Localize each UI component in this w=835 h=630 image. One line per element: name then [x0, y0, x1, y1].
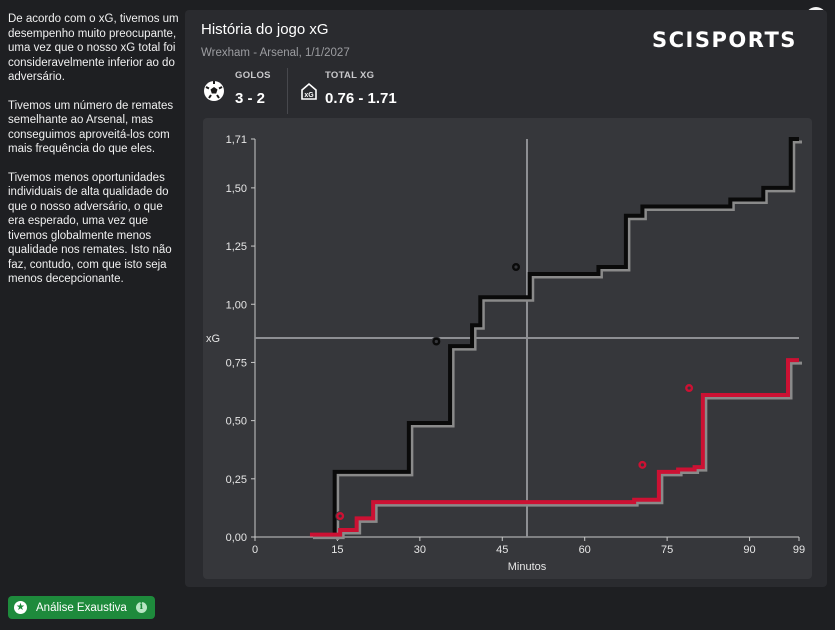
- x-tick-label: 15: [331, 544, 343, 556]
- y-tick-label: 1,00: [226, 299, 247, 311]
- info-icon[interactable]: i: [135, 602, 147, 613]
- y-tick-label: 0,25: [226, 474, 247, 486]
- series-1-line: [309, 358, 799, 537]
- xg-goal-icon: xG: [301, 82, 317, 100]
- total-xg-label: TOTAL XG: [325, 70, 375, 81]
- series-0-line: [332, 137, 799, 537]
- x-tick-label: 30: [414, 544, 426, 556]
- goal-marker-center: [687, 386, 691, 390]
- x-tick-label: 45: [496, 544, 508, 556]
- goal-marker-center: [514, 265, 518, 269]
- y-tick-label: 0,75: [226, 357, 247, 369]
- star-icon: ★: [14, 601, 27, 614]
- x-tick-label: 90: [743, 544, 755, 556]
- goal-marker-center: [338, 514, 342, 518]
- full-analysis-button[interactable]: ★ Análise Exaustiva i: [8, 596, 155, 619]
- x-tick-label: 60: [579, 544, 591, 556]
- x-tick-label: 99: [793, 544, 805, 556]
- y-axis-label: xG: [206, 333, 220, 345]
- y-tick-label: 0,50: [226, 416, 247, 428]
- goal-marker-center: [434, 339, 438, 344]
- total-xg-value: 0.76 - 1.71: [325, 90, 397, 107]
- y-tick-label: 1,71: [226, 134, 247, 146]
- football-icon: [204, 81, 224, 101]
- xg-chart-svg: 0,00 0,25 0,50 0,75 1,00 1,25 1,50 1,71 0 15 30 45 6…: [206, 134, 805, 573]
- series-0-shadow: [336, 140, 802, 540]
- svg-text:xG: xG: [304, 92, 314, 99]
- x-axis-label: Minutos: [508, 561, 547, 573]
- summary-paragraph-2: Tivemos um número de remates semelhante …: [8, 99, 174, 156]
- y-tick-label: 1,50: [226, 183, 247, 195]
- analysis-summary: De acordo com o xG, tivemos um desempenh…: [8, 12, 180, 301]
- summary-paragraph-1: De acordo com o xG, tivemos um desempenh…: [8, 13, 179, 83]
- x-tick-label: 0: [252, 544, 258, 556]
- xg-story-panel: História do jogo xG Wrexham - Arsenal, 1…: [185, 10, 827, 587]
- xg-chart: 0,00 0,25 0,50 0,75 1,00 1,25 1,50 1,71 0 15 30 45 6…: [203, 118, 812, 579]
- summary-paragraph-3: Tivemos menos oportunidades individuais …: [8, 171, 172, 286]
- y-tick-label: 0,00: [226, 532, 247, 544]
- full-analysis-label: Análise Exaustiva: [36, 601, 127, 614]
- goals-value: 3 - 2: [235, 90, 266, 107]
- stats-divider: [287, 68, 288, 114]
- series-1-shadow: [312, 361, 802, 540]
- x-tick-label: 75: [661, 544, 673, 556]
- panel-title: História do jogo xG: [201, 21, 329, 38]
- match-subtitle: Wrexham - Arsenal, 1/1/2027: [201, 47, 350, 59]
- y-tick-label: 1,25: [226, 241, 247, 253]
- goal-marker-center: [640, 463, 644, 467]
- scisports-logo: SCISPORTS: [652, 28, 797, 52]
- goals-label: GOLOS: [235, 70, 271, 81]
